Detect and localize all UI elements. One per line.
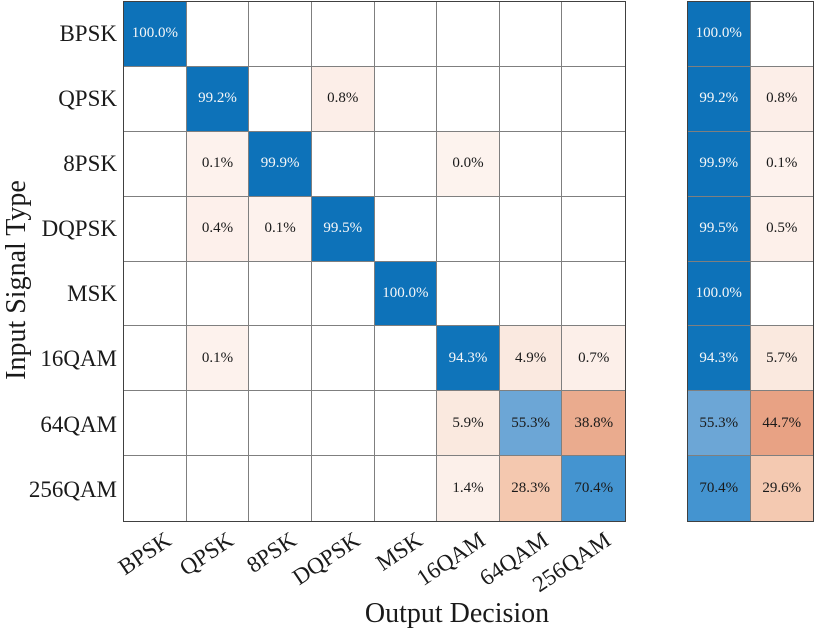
matrix-cell bbox=[437, 196, 500, 262]
matrix-cell bbox=[437, 2, 500, 67]
summary-grid: 100.0% 99.2% 0.8% 99.9% 0.1% 99.5% 0.5% 100.0% 9… bbox=[687, 1, 814, 522]
matrix-cell bbox=[374, 196, 438, 262]
matrix-cell bbox=[249, 66, 312, 132]
y-tick-label: 16QAM bbox=[40, 346, 117, 372]
matrix-cell: 38.8% bbox=[562, 391, 625, 457]
matrix-cell bbox=[374, 2, 438, 67]
matrix-cell: 99.9% bbox=[249, 131, 312, 197]
matrix-cell: 4.9% bbox=[499, 326, 563, 392]
matrix-cell bbox=[311, 391, 375, 457]
summary-cell: 100.0% bbox=[688, 2, 751, 67]
matrix-cell bbox=[562, 261, 625, 327]
matrix-cell: 100.0% bbox=[124, 2, 187, 67]
summary-cell: 99.5% bbox=[688, 196, 751, 262]
summary-cell: 0.1% bbox=[750, 131, 813, 197]
matrix-cell bbox=[374, 391, 438, 457]
matrix-cell bbox=[186, 456, 250, 521]
matrix-cell: 0.1% bbox=[186, 326, 250, 392]
y-tick-labels: BPSK QPSK 8PSK DQPSK MSK 16QAM 64QAM 256QAM bbox=[0, 1, 117, 522]
matrix-cell bbox=[374, 326, 438, 392]
matrix-cell: 0.4% bbox=[186, 196, 250, 262]
matrix-cell bbox=[311, 2, 375, 67]
matrix-cell bbox=[437, 66, 500, 132]
y-tick-label: 256QAM bbox=[28, 476, 117, 502]
matrix-cell: 0.7% bbox=[562, 326, 625, 392]
matrix-cell bbox=[437, 261, 500, 327]
summary-cell: 0.5% bbox=[750, 196, 813, 262]
y-tick-label: MSK bbox=[67, 281, 117, 307]
matrix-cell bbox=[374, 456, 438, 521]
x-axis-title: Output Decision bbox=[364, 598, 550, 629]
summary-cell: 99.9% bbox=[688, 131, 751, 197]
matrix-cell bbox=[311, 326, 375, 392]
matrix-cell bbox=[499, 131, 563, 197]
matrix-cell bbox=[249, 391, 312, 457]
matrix-cell bbox=[311, 456, 375, 521]
matrix-cell bbox=[562, 66, 625, 132]
matrix-cell bbox=[124, 196, 187, 262]
y-tick-label: QPSK bbox=[58, 86, 117, 112]
matrix-cell bbox=[562, 2, 625, 67]
matrix-cell bbox=[499, 196, 563, 262]
matrix-cell: 5.9% bbox=[437, 391, 500, 457]
matrix-cell bbox=[186, 391, 250, 457]
summary-cell bbox=[750, 261, 813, 327]
matrix-cell bbox=[249, 2, 312, 67]
matrix-cell: 0.1% bbox=[249, 196, 312, 262]
matrix-cell bbox=[249, 261, 312, 327]
matrix-cell: 99.2% bbox=[186, 66, 250, 132]
matrix-cell: 94.3% bbox=[437, 326, 500, 392]
x-tick-label: 16QAM bbox=[412, 527, 490, 591]
matrix-cell bbox=[311, 131, 375, 197]
matrix-cell bbox=[124, 66, 187, 132]
x-tick-label: DQPSK bbox=[287, 527, 364, 590]
matrix-cell: 0.1% bbox=[186, 131, 250, 197]
y-tick-label: 64QAM bbox=[40, 411, 117, 437]
matrix-cell bbox=[124, 326, 187, 392]
summary-cell: 100.0% bbox=[688, 261, 751, 327]
summary-cell: 55.3% bbox=[688, 391, 751, 457]
matrix-cell bbox=[124, 456, 187, 521]
matrix-cell bbox=[249, 326, 312, 392]
x-tick-label: BPSK bbox=[113, 527, 176, 580]
matrix-cell bbox=[124, 391, 187, 457]
matrix-cell bbox=[186, 261, 250, 327]
y-tick-label: BPSK bbox=[59, 21, 117, 46]
summary-cell: 94.3% bbox=[688, 326, 751, 392]
summary-cell: 44.7% bbox=[750, 391, 813, 457]
summary-cell: 5.7% bbox=[750, 326, 813, 392]
matrix-cell bbox=[124, 261, 187, 327]
summary-cell bbox=[750, 2, 813, 67]
y-tick-label: DQPSK bbox=[41, 216, 117, 242]
matrix-cell bbox=[124, 131, 187, 197]
matrix-cell: 55.3% bbox=[499, 391, 563, 457]
matrix-cell bbox=[374, 66, 438, 132]
summary-cell: 70.4% bbox=[688, 456, 751, 521]
matrix-cell: 28.3% bbox=[499, 456, 563, 521]
matrix-cell bbox=[374, 131, 438, 197]
matrix-cell bbox=[562, 131, 625, 197]
matrix-cell bbox=[499, 261, 563, 327]
matrix-cell bbox=[499, 2, 563, 67]
matrix-cell: 100.0% bbox=[374, 261, 438, 327]
matrix-cell: 99.5% bbox=[311, 196, 375, 262]
summary-cell: 99.2% bbox=[688, 66, 751, 132]
matrix-cell bbox=[186, 2, 250, 67]
summary-cell: 0.8% bbox=[750, 66, 813, 132]
confusion-matrix-grid: 100.0% 99.2% 0.8% 0.1% 99.9% 0.0% 0.4% 0.1% 99.5… bbox=[123, 1, 626, 522]
matrix-cell: 1.4% bbox=[437, 456, 500, 521]
matrix-cell: 0.8% bbox=[311, 66, 375, 132]
matrix-cell bbox=[562, 196, 625, 262]
y-tick-label: 8PSK bbox=[63, 151, 117, 177]
matrix-cell: 70.4% bbox=[562, 456, 625, 521]
x-tick-label: QPSK bbox=[175, 527, 239, 581]
matrix-cell: 0.0% bbox=[437, 131, 500, 197]
matrix-cell bbox=[249, 456, 312, 521]
summary-cell: 29.6% bbox=[750, 456, 813, 521]
matrix-cell bbox=[311, 261, 375, 327]
matrix-cell bbox=[499, 66, 563, 132]
